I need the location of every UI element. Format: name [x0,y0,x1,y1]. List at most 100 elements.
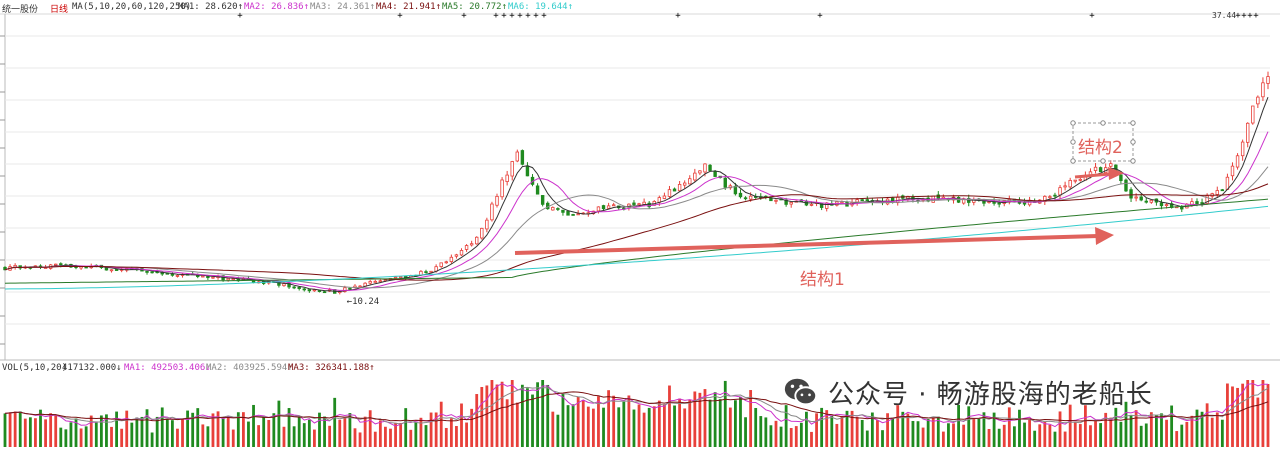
candle-body [1109,163,1113,167]
period-label: 日线 [50,5,69,15]
volume-bar [576,396,580,447]
volume-bar [231,429,235,447]
volume-bar [1018,409,1021,447]
volume-bar [1155,415,1158,447]
volume-bar [546,384,550,447]
volume-bar [1119,421,1123,447]
vol-ma5-line [4,383,1269,428]
volume-bar [1226,383,1229,447]
candle-body [515,151,520,162]
volume-bar [1094,421,1097,447]
volume-bar [105,414,108,447]
selection-handle [1130,120,1136,126]
volume-bar [794,426,798,447]
candle-body [480,227,484,239]
event-marker: + [517,11,523,21]
volume-bar [1109,417,1113,447]
volume-bar [622,401,626,447]
candle-body [682,182,687,186]
volume-bar [115,411,118,447]
selection-handle [1070,139,1076,145]
event-marker: + [493,11,499,21]
candle-body [809,204,814,206]
volume-bar [921,427,925,447]
volume-bar [992,412,996,447]
volume-bar [764,417,768,447]
volume-bar [759,416,763,447]
ma120-line [4,198,1269,284]
structure1-arrow-shaft [514,234,1099,255]
volume-bar [1134,410,1138,447]
volume-bar [962,424,966,447]
volume-bar [297,416,301,447]
volume-bar [500,381,504,447]
candle-body [642,201,646,205]
volume-bar [718,399,722,447]
volume-bar [18,411,22,447]
volume-bar [358,432,362,447]
volume-bar [870,412,874,447]
candle-body [535,185,540,195]
volume-bar [723,380,727,447]
volume-bar [668,385,671,447]
wechat-icon [784,378,818,406]
volume-bar [130,422,134,447]
candle-body [1246,122,1250,143]
event-marker: + [509,11,515,21]
volume-bar [323,416,326,447]
volume-bar [262,415,266,447]
event-marker: + [1253,11,1259,21]
volume-bar [216,411,220,447]
ma10-line [4,131,1269,291]
candle-body [748,195,753,200]
volume-bar [409,429,413,447]
volume-bar [1170,405,1174,447]
candle-body [297,286,301,289]
volume-bar [3,413,7,447]
volume-bar [328,425,332,447]
candle-body [292,286,296,289]
volume-bar [201,424,205,447]
candle-body [1235,155,1240,168]
volume-bar [642,412,646,447]
candle-body [865,199,869,202]
volume-bar [526,388,529,447]
volume-bar [363,416,367,447]
candle-body [611,204,616,207]
low-price-label: ←10.24 [347,297,380,307]
vol-ma3-value: MA3: 326341.188↑ [288,363,375,373]
ma250-line [4,205,1269,290]
vol-ma2-value: MA2: 403925.594↑ [206,363,293,373]
volume-bar [698,392,702,447]
ma1-value: MA1: 28.620↑ [178,2,244,12]
volume-bar [449,418,453,447]
volume-bar [947,423,950,447]
volume-bar [916,421,920,447]
candle-body [576,213,580,216]
watermark: 公众号 · 畅游股海的老船长 [782,372,1153,412]
volume-bar [1002,424,1006,447]
candle-body [601,205,606,210]
volume-bar [120,428,124,447]
volume-bar [241,412,245,447]
volume-bar [54,415,58,447]
volume-bar [318,412,321,447]
candle-body [551,207,555,211]
volume-bar [211,413,215,447]
volume-bar [1063,431,1067,447]
volume-bar [728,407,732,447]
event-marker: + [675,11,681,21]
candle-body [307,289,312,292]
volume-bar [1165,419,1168,447]
selection-handle [1130,158,1136,164]
volume-bar [931,417,935,447]
candle-body [1068,179,1072,188]
volume-bar [125,410,129,447]
high-price-label: 37.44 [1212,11,1236,20]
candle-body [358,285,362,288]
volume-bar [1129,415,1133,447]
candle-body [525,165,530,177]
candle-body [606,205,611,209]
